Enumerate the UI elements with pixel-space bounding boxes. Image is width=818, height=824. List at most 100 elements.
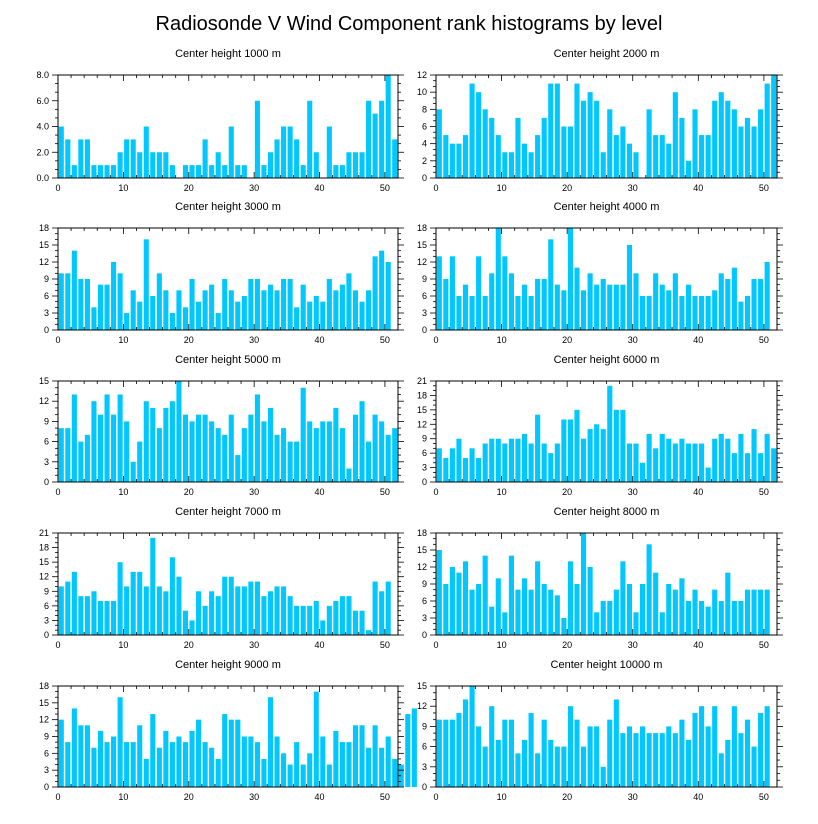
bar: [705, 726, 711, 787]
bar: [449, 256, 455, 330]
y-tick-label: 6: [422, 122, 427, 132]
bar: [215, 313, 221, 330]
bar: [449, 719, 455, 787]
bar: [196, 591, 202, 635]
bar: [58, 273, 64, 330]
bar: [633, 443, 639, 482]
bar: [502, 256, 508, 330]
y-tick-label: 6: [422, 742, 427, 752]
bar: [744, 719, 751, 787]
bar: [97, 165, 104, 179]
x-tick-label: 40: [315, 792, 325, 802]
y-tick-label: 0: [422, 325, 427, 335]
bar: [449, 567, 455, 635]
y-tick-label: 18: [39, 681, 49, 691]
y-tick-label: 15: [417, 545, 427, 555]
bar: [580, 533, 587, 635]
bar: [281, 753, 287, 787]
bar: [65, 581, 71, 635]
bar: [235, 719, 241, 787]
bar: [751, 429, 757, 482]
bar: [320, 620, 326, 635]
bar: [176, 381, 182, 482]
panel-title: Center height 2000 m: [554, 48, 660, 60]
y-tick-label: 18: [39, 223, 49, 233]
bar: [71, 571, 77, 635]
y-tick-label: 9: [422, 579, 427, 589]
bar: [548, 739, 554, 787]
y-tick-label: 15: [39, 698, 49, 708]
bar: [587, 273, 593, 330]
bar: [379, 591, 385, 635]
bar: [320, 421, 326, 482]
y-tick-label: 6: [422, 291, 427, 301]
bar: [150, 407, 156, 482]
bar: [699, 443, 705, 482]
x-tick-label: 30: [628, 183, 638, 193]
bar: [339, 596, 345, 635]
bar: [646, 296, 652, 330]
bar: [626, 245, 633, 330]
y-tick-label: 18: [417, 390, 427, 400]
bar: [294, 441, 300, 482]
bar: [248, 279, 254, 330]
x-tick-label: 0: [55, 792, 60, 802]
bar: [653, 273, 659, 330]
bar: [326, 126, 332, 178]
x-tick-label: 30: [628, 487, 638, 497]
bar: [659, 284, 665, 330]
x-tick-label: 30: [249, 640, 259, 650]
bar: [241, 586, 247, 635]
bar: [248, 736, 254, 787]
bar: [366, 441, 372, 482]
panel-4: Center height 4000 m 0 10 20 30 40 50 0 3 6 9 12 15 1…: [417, 201, 783, 345]
y-tick-label: 0: [44, 630, 49, 640]
bar: [521, 143, 528, 178]
bar: [535, 561, 541, 635]
bar: [646, 733, 652, 787]
bar: [594, 100, 600, 178]
y-tick-label: 12: [417, 701, 427, 711]
bar: [84, 139, 90, 179]
bar: [294, 139, 300, 179]
bar: [600, 152, 606, 178]
x-tick-label: 10: [118, 487, 128, 497]
panel-title: Center height 4000 m: [554, 201, 660, 213]
bar: [731, 706, 737, 787]
bar: [104, 601, 110, 635]
bar: [751, 279, 757, 330]
bar: [300, 165, 306, 179]
y-tick-label: 6: [422, 448, 427, 458]
bar: [659, 612, 665, 635]
bar: [515, 589, 521, 635]
bar: [594, 424, 600, 482]
bar: [436, 719, 442, 787]
bar: [679, 578, 685, 635]
bar: [313, 296, 319, 330]
bar: [65, 428, 71, 482]
bar: [659, 135, 665, 178]
bar: [281, 586, 287, 635]
bar: [758, 589, 764, 635]
bar: [202, 139, 208, 179]
bar: [469, 83, 475, 178]
bar: [771, 75, 777, 178]
panel-2: Center height 2000 m 0 10 20 30 40 50 0 2 4 6 8 10 12: [417, 48, 783, 193]
bar: [567, 706, 573, 787]
bar: [97, 284, 104, 330]
bar: [567, 126, 573, 178]
panel-3: Center height 3000 m 0 10 20 30 40 50 0 3 6 9 12 15 1…: [39, 201, 404, 345]
bar: [307, 753, 313, 787]
bar: [156, 152, 162, 178]
bar: [699, 706, 705, 787]
bar: [313, 601, 319, 635]
bar: [333, 165, 339, 179]
bar: [567, 419, 573, 482]
bar: [78, 139, 84, 179]
y-tick-label: 6: [44, 748, 49, 758]
x-tick-label: 20: [184, 487, 194, 497]
y-tick-label: 6.0: [36, 96, 49, 106]
bar: [359, 301, 365, 330]
x-tick-label: 50: [380, 792, 390, 802]
